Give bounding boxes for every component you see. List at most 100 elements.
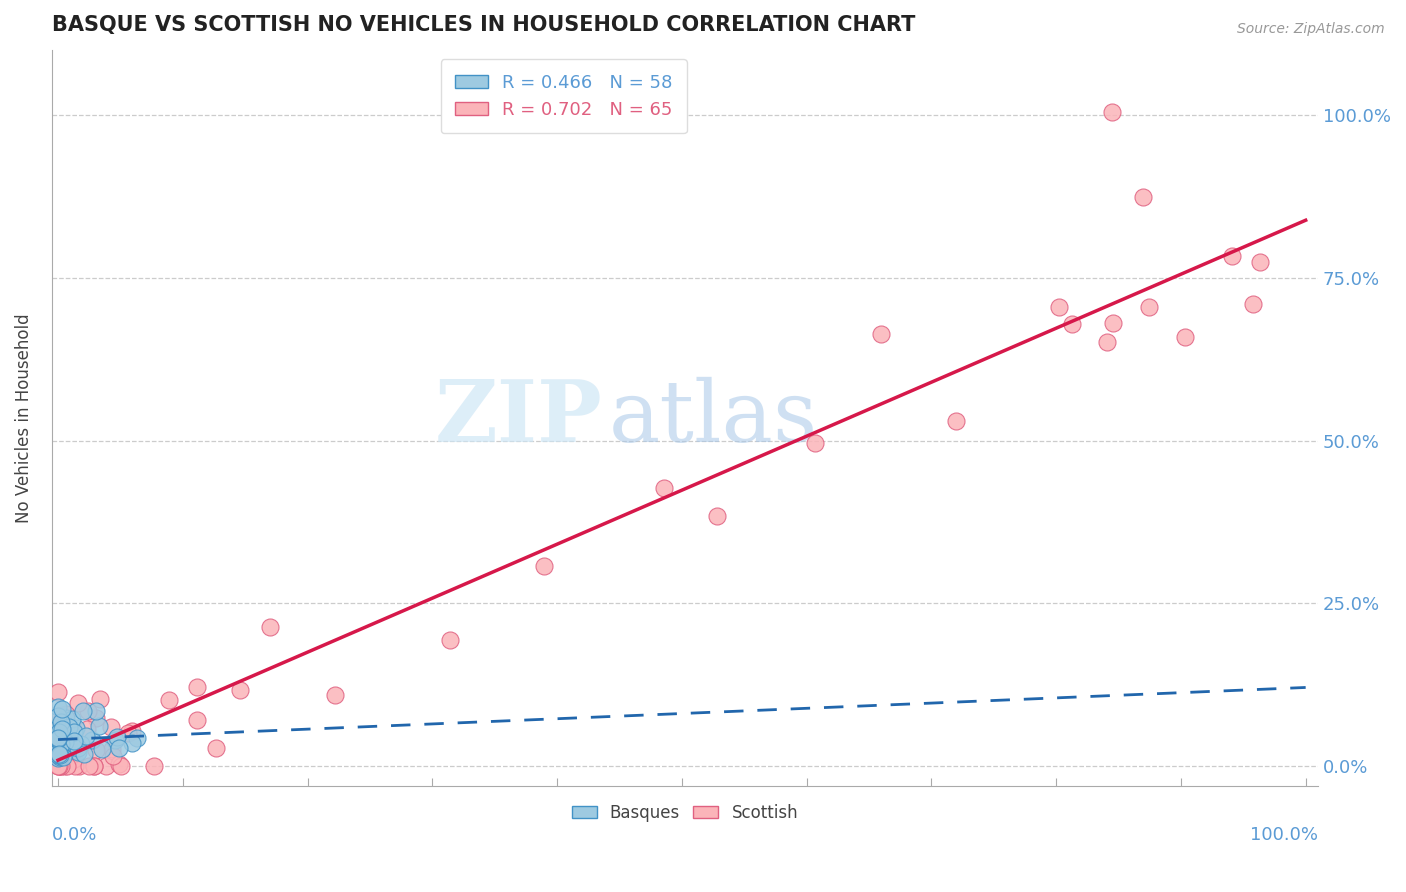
Point bbox=[157, 693, 180, 707]
Point bbox=[63, 752, 86, 766]
Point bbox=[77, 759, 100, 773]
Point bbox=[1047, 300, 1070, 314]
Text: BASQUE VS SCOTTISH NO VEHICLES IN HOUSEHOLD CORRELATION CHART: BASQUE VS SCOTTISH NO VEHICLES IN HOUSEH… bbox=[52, 15, 915, 35]
Point bbox=[49, 747, 72, 762]
Point bbox=[142, 759, 165, 773]
Point bbox=[1249, 254, 1271, 268]
Point bbox=[83, 759, 105, 773]
Point bbox=[101, 748, 124, 763]
Point bbox=[49, 732, 72, 747]
Point bbox=[53, 733, 76, 747]
Point bbox=[533, 558, 555, 573]
Point bbox=[75, 729, 97, 743]
Point bbox=[55, 745, 77, 759]
Point bbox=[121, 724, 143, 739]
Point bbox=[55, 759, 77, 773]
Point bbox=[46, 733, 69, 747]
Point bbox=[90, 742, 112, 756]
Point bbox=[46, 732, 69, 747]
Point bbox=[259, 620, 281, 634]
Point bbox=[66, 741, 89, 756]
Point bbox=[48, 759, 70, 773]
Point bbox=[86, 711, 108, 725]
Point bbox=[105, 731, 128, 745]
Point bbox=[51, 722, 73, 736]
Point bbox=[56, 730, 79, 744]
Point bbox=[67, 759, 90, 773]
Point bbox=[652, 482, 675, 496]
Point bbox=[48, 747, 70, 761]
Text: 100.0%: 100.0% bbox=[1250, 826, 1319, 844]
Point bbox=[55, 711, 77, 725]
Point bbox=[49, 740, 72, 755]
Text: atlas: atlas bbox=[609, 376, 818, 459]
Point bbox=[72, 704, 94, 718]
Point bbox=[49, 737, 72, 751]
Point bbox=[439, 633, 461, 648]
Point bbox=[323, 688, 346, 702]
Point bbox=[77, 704, 100, 718]
Legend: Basques, Scottish: Basques, Scottish bbox=[565, 797, 806, 829]
Point bbox=[1132, 190, 1154, 204]
Point bbox=[110, 759, 132, 773]
Point bbox=[48, 731, 70, 745]
Point bbox=[53, 729, 76, 743]
Point bbox=[58, 720, 80, 734]
Point bbox=[63, 724, 86, 739]
Point bbox=[51, 759, 73, 773]
Point bbox=[46, 685, 69, 699]
Point bbox=[62, 712, 84, 726]
Text: ZIP: ZIP bbox=[434, 376, 603, 460]
Point bbox=[48, 757, 70, 772]
Point bbox=[1137, 300, 1160, 314]
Point bbox=[51, 759, 73, 773]
Point bbox=[53, 735, 76, 749]
Point bbox=[66, 696, 89, 710]
Point bbox=[945, 414, 967, 428]
Point bbox=[48, 730, 70, 744]
Point bbox=[49, 746, 72, 760]
Point bbox=[48, 746, 70, 760]
Point bbox=[53, 736, 76, 750]
Point bbox=[46, 738, 69, 752]
Point bbox=[46, 709, 69, 723]
Point bbox=[56, 759, 79, 773]
Point bbox=[1220, 249, 1243, 263]
Point bbox=[101, 742, 124, 756]
Point bbox=[46, 722, 69, 736]
Point bbox=[46, 734, 69, 748]
Point bbox=[73, 747, 96, 761]
Point bbox=[100, 720, 122, 734]
Point bbox=[65, 721, 87, 735]
Point bbox=[84, 743, 107, 757]
Point bbox=[1101, 105, 1123, 120]
Point bbox=[51, 719, 73, 733]
Point bbox=[46, 736, 69, 750]
Point bbox=[1102, 316, 1125, 330]
Point bbox=[1095, 334, 1118, 349]
Point bbox=[804, 436, 827, 450]
Point bbox=[46, 751, 69, 765]
Point bbox=[46, 759, 69, 773]
Point bbox=[107, 741, 129, 756]
Point bbox=[1060, 317, 1083, 331]
Point bbox=[52, 749, 75, 764]
Point bbox=[60, 736, 83, 750]
Point bbox=[870, 326, 893, 341]
Point bbox=[46, 738, 69, 752]
Point bbox=[1174, 329, 1197, 343]
Point bbox=[706, 509, 728, 524]
Point bbox=[87, 719, 110, 733]
Point bbox=[46, 700, 69, 714]
Text: Source: ZipAtlas.com: Source: ZipAtlas.com bbox=[1237, 22, 1385, 37]
Point bbox=[125, 731, 148, 745]
Point bbox=[84, 704, 107, 718]
Point bbox=[48, 747, 70, 761]
Point bbox=[121, 736, 143, 750]
Point bbox=[60, 748, 83, 763]
Point bbox=[186, 680, 208, 694]
Point bbox=[49, 726, 72, 740]
Point bbox=[66, 745, 89, 759]
Point bbox=[55, 707, 77, 722]
Point bbox=[51, 702, 73, 716]
